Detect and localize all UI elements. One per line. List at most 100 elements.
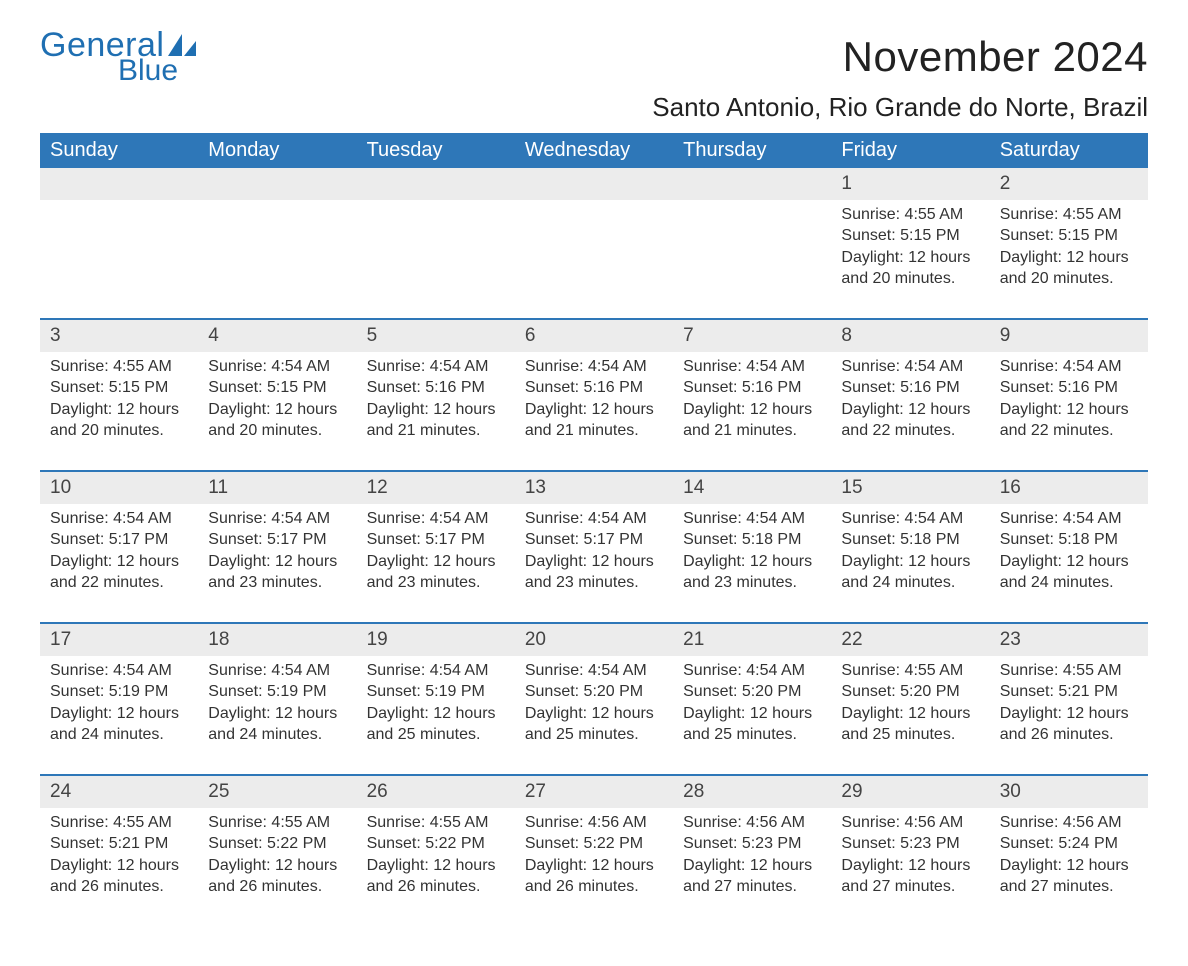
sunrise-line: Sunrise: 4:54 AM <box>1000 508 1138 530</box>
sunset-line: Sunset: 5:22 PM <box>525 833 663 855</box>
day-cell: 2Sunrise: 4:55 AMSunset: 5:15 PMDaylight… <box>990 168 1148 319</box>
day-number: 5 <box>357 320 515 352</box>
day-number: 1 <box>831 168 989 200</box>
sail-icon <box>168 34 196 56</box>
sunrise-line: Sunrise: 4:55 AM <box>1000 204 1138 226</box>
brand-word2: Blue <box>118 56 196 86</box>
sunset-line: Sunset: 5:15 PM <box>208 377 346 399</box>
sunrise-line: Sunrise: 4:55 AM <box>841 660 979 682</box>
day-cell: 12Sunrise: 4:54 AMSunset: 5:17 PMDayligh… <box>357 471 515 623</box>
day-number: 23 <box>990 624 1148 656</box>
sunrise-line: Sunrise: 4:54 AM <box>50 660 188 682</box>
day-cell: 20 Sunrise: 4:54 AMSunset: 5:20 PMDayligh… <box>515 623 673 775</box>
day-cell: 4Sunrise: 4:54 AMSunset: 5:15 PMDaylight… <box>198 319 356 471</box>
sunset-line: Sunset: 5:22 PM <box>208 833 346 855</box>
day-cell <box>40 168 198 319</box>
day-number: 6 <box>515 320 673 352</box>
sunset-line: Sunset: 5:19 PM <box>367 681 505 703</box>
daylight-line: Daylight: 12 hours and 25 minutes. <box>525 703 663 746</box>
daylight-line: Daylight: 12 hours and 25 minutes. <box>841 703 979 746</box>
day-number: 12 <box>357 472 515 504</box>
calendar-page: General Blue November 2024 Santo Antonio… <box>0 0 1188 966</box>
daylight-line: Daylight: 12 hours and 26 minutes. <box>367 855 505 898</box>
daylight-line: Daylight: 12 hours and 20 minutes. <box>50 399 188 442</box>
day-cell: 3Sunrise: 4:55 AMSunset: 5:15 PMDaylight… <box>40 319 198 471</box>
dayname-saturday: Saturday <box>990 133 1148 168</box>
day-cell: 8Sunrise: 4:54 AMSunset: 5:16 PMDaylight… <box>831 319 989 471</box>
sunset-line: Sunset: 5:16 PM <box>683 377 821 399</box>
day-cell: 18Sunrise: 4:54 AMSunset: 5:19 PMDayligh… <box>198 623 356 775</box>
sunset-line: Sunset: 5:23 PM <box>841 833 979 855</box>
daylight-line: Daylight: 12 hours and 22 minutes. <box>50 551 188 594</box>
sunrise-line: Sunrise: 4:56 AM <box>1000 812 1138 834</box>
sunrise-line: Sunrise: 4:54 AM <box>50 508 188 530</box>
day-number: 30 <box>990 776 1148 808</box>
daylight-line: Daylight: 12 hours and 24 minutes. <box>50 703 188 746</box>
sunset-line: Sunset: 5:20 PM <box>525 681 663 703</box>
day-cell: 5Sunrise: 4:54 AMSunset: 5:16 PMDaylight… <box>357 319 515 471</box>
daylight-line: Daylight: 12 hours and 27 minutes. <box>683 855 821 898</box>
day-number: 22 <box>831 624 989 656</box>
sunset-line: Sunset: 5:16 PM <box>525 377 663 399</box>
sunset-line: Sunset: 5:16 PM <box>367 377 505 399</box>
day-cell: 9Sunrise: 4:54 AMSunset: 5:16 PMDaylight… <box>990 319 1148 471</box>
day-cell: 22Sunrise: 4:55 AMSunset: 5:20 PMDayligh… <box>831 623 989 775</box>
sunrise-line: Sunrise: 4:55 AM <box>208 812 346 834</box>
sunrise-line: Sunrise: 4:54 AM <box>841 356 979 378</box>
sunset-line: Sunset: 5:20 PM <box>683 681 821 703</box>
day-number: 13 <box>515 472 673 504</box>
empty-day <box>515 168 673 200</box>
day-cell <box>515 168 673 319</box>
week-row: 24Sunrise: 4:55 AMSunset: 5:21 PMDayligh… <box>40 775 1148 926</box>
sunrise-line: Sunrise: 4:55 AM <box>841 204 979 226</box>
week-row: 10Sunrise: 4:54 AMSunset: 5:17 PMDayligh… <box>40 471 1148 623</box>
day-number: 2 <box>990 168 1148 200</box>
daylight-line: Daylight: 12 hours and 23 minutes. <box>525 551 663 594</box>
sunset-line: Sunset: 5:18 PM <box>841 529 979 551</box>
daylight-line: Daylight: 12 hours and 25 minutes. <box>683 703 821 746</box>
daylight-line: Daylight: 12 hours and 26 minutes. <box>50 855 188 898</box>
day-cell: 23Sunrise: 4:55 AMSunset: 5:21 PMDayligh… <box>990 623 1148 775</box>
daylight-line: Daylight: 12 hours and 24 minutes. <box>208 703 346 746</box>
sunset-line: Sunset: 5:17 PM <box>50 529 188 551</box>
day-cell: 25Sunrise: 4:55 AMSunset: 5:22 PMDayligh… <box>198 775 356 926</box>
sunrise-line: Sunrise: 4:54 AM <box>367 508 505 530</box>
sunrise-line: Sunrise: 4:56 AM <box>525 812 663 834</box>
dayname-wednesday: Wednesday <box>515 133 673 168</box>
sunset-line: Sunset: 5:15 PM <box>841 225 979 247</box>
day-number: 16 <box>990 472 1148 504</box>
sunrise-line: Sunrise: 4:55 AM <box>50 356 188 378</box>
sunrise-line: Sunrise: 4:56 AM <box>841 812 979 834</box>
sunrise-line: Sunrise: 4:54 AM <box>367 356 505 378</box>
day-number: 20 <box>515 624 673 656</box>
daylight-line: Daylight: 12 hours and 21 minutes. <box>683 399 821 442</box>
day-number: 4 <box>198 320 356 352</box>
sunset-line: Sunset: 5:23 PM <box>683 833 821 855</box>
sunset-line: Sunset: 5:19 PM <box>208 681 346 703</box>
page-title: November 2024 <box>843 33 1148 81</box>
daylight-line: Daylight: 12 hours and 22 minutes. <box>841 399 979 442</box>
daylight-line: Daylight: 12 hours and 25 minutes. <box>367 703 505 746</box>
day-cell: 30Sunrise: 4:56 AMSunset: 5:24 PMDayligh… <box>990 775 1148 926</box>
day-number: 25 <box>198 776 356 808</box>
sunrise-line: Sunrise: 4:54 AM <box>208 356 346 378</box>
sunrise-line: Sunrise: 4:55 AM <box>1000 660 1138 682</box>
sunrise-line: Sunrise: 4:54 AM <box>367 660 505 682</box>
sunrise-line: Sunrise: 4:54 AM <box>683 508 821 530</box>
day-cell: 19Sunrise: 4:54 AMSunset: 5:19 PMDayligh… <box>357 623 515 775</box>
day-cell: 1Sunrise: 4:55 AMSunset: 5:15 PMDaylight… <box>831 168 989 319</box>
day-cell: 11Sunrise: 4:54 AMSunset: 5:17 PMDayligh… <box>198 471 356 623</box>
sunset-line: Sunset: 5:16 PM <box>841 377 979 399</box>
daylight-line: Daylight: 12 hours and 21 minutes. <box>525 399 663 442</box>
sunrise-line: Sunrise: 4:55 AM <box>50 812 188 834</box>
day-cell: 16Sunrise: 4:54 AMSunset: 5:18 PMDayligh… <box>990 471 1148 623</box>
day-number: 17 <box>40 624 198 656</box>
sunset-line: Sunset: 5:16 PM <box>1000 377 1138 399</box>
empty-day <box>357 168 515 200</box>
brand-logo: General Blue <box>40 28 196 86</box>
sunrise-line: Sunrise: 4:54 AM <box>525 660 663 682</box>
day-number: 27 <box>515 776 673 808</box>
daylight-line: Daylight: 12 hours and 27 minutes. <box>841 855 979 898</box>
day-cell: 17Sunrise: 4:54 AMSunset: 5:19 PMDayligh… <box>40 623 198 775</box>
day-cell: 6Sunrise: 4:54 AMSunset: 5:16 PMDaylight… <box>515 319 673 471</box>
